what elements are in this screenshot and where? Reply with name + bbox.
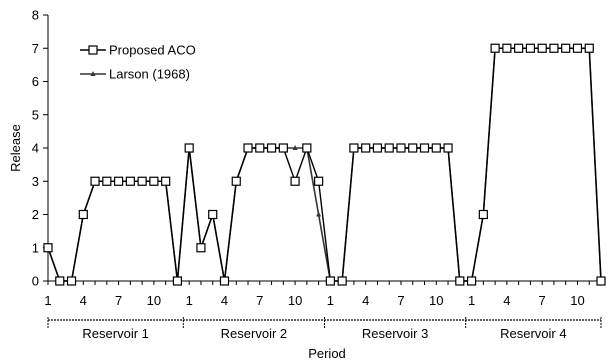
data-point	[161, 176, 171, 186]
data-point	[172, 276, 183, 286]
x-tick-label: 7	[115, 293, 122, 308]
data-point	[325, 276, 335, 286]
data-point	[361, 143, 371, 153]
data-point	[396, 143, 406, 153]
y-tick-label: 8	[32, 8, 39, 23]
data-point	[219, 276, 230, 286]
legend: Proposed ACO Larson (1968)	[80, 43, 196, 82]
data-point	[408, 143, 418, 153]
x-tick-label: 10	[570, 293, 584, 308]
data-point	[208, 209, 218, 220]
data-point	[137, 176, 147, 186]
data-point	[125, 176, 135, 186]
data-point	[302, 143, 312, 153]
data-point	[316, 211, 322, 217]
data-point	[478, 209, 488, 220]
y-tick-label: 4	[32, 141, 39, 156]
data-point	[337, 276, 347, 286]
data-point	[431, 143, 441, 153]
group-label: Reservoir 4	[500, 326, 566, 341]
data-point	[466, 276, 477, 286]
data-point	[419, 143, 430, 153]
data-point	[561, 43, 571, 53]
x-axis: 1 4 7 10 1 4 7 10 1 4 7 10 1 4 7 10	[44, 281, 602, 308]
y-tick-label: 1	[32, 240, 39, 255]
legend-marker	[88, 45, 98, 55]
data-point	[78, 209, 88, 220]
x-tick-label: 1	[44, 293, 51, 308]
x-tick-label: 1	[468, 293, 475, 308]
x-tick-label: 4	[221, 293, 228, 308]
data-point	[596, 276, 606, 286]
data-point	[292, 145, 298, 150]
y-tick-label: 2	[32, 207, 39, 222]
data-point	[184, 143, 194, 153]
legend-label: Larson (1968)	[109, 67, 190, 82]
data-point	[384, 143, 394, 153]
group-label: Reservoir 2	[221, 326, 287, 341]
y-tick-label: 5	[32, 107, 39, 122]
data-point	[149, 176, 159, 186]
data-point	[90, 176, 100, 186]
x-tick-label: 4	[503, 293, 510, 308]
data-point	[549, 43, 559, 53]
data-point	[490, 43, 500, 53]
data-point	[525, 43, 536, 53]
data-point	[372, 143, 383, 153]
data-point	[231, 176, 241, 186]
legend-item-larson-1968: Larson (1968)	[80, 67, 190, 82]
data-point	[66, 276, 77, 286]
legend-label: Proposed ACO	[109, 43, 196, 58]
x-axis-title: Period	[308, 346, 346, 361]
data-point	[55, 276, 65, 286]
data-point	[43, 243, 53, 253]
data-point	[349, 143, 359, 153]
y-axis: 0 1 2 3 4 5 6 7 8	[32, 8, 48, 289]
data-point	[196, 243, 206, 253]
legend-item-proposed-aco: Proposed ACO	[80, 43, 196, 58]
y-tick-label: 7	[32, 41, 39, 56]
x-tick-label: 7	[539, 293, 546, 308]
data-point	[314, 176, 324, 186]
series-layer	[43, 43, 606, 286]
y-tick-label: 3	[32, 174, 39, 189]
data-point	[584, 43, 594, 53]
data-point	[502, 43, 512, 53]
x-tick-label: 1	[327, 293, 334, 308]
data-point	[278, 143, 288, 153]
x-tick-label: 4	[80, 293, 87, 308]
x-tick-label: 7	[256, 293, 263, 308]
y-tick-label: 0	[32, 274, 39, 289]
data-point	[243, 143, 253, 153]
series-proposed-aco	[43, 43, 606, 286]
data-point	[514, 43, 524, 53]
legend-marker	[90, 71, 96, 76]
y-axis-title: Release	[8, 124, 23, 172]
reservoir-groups: Reservoir 1 Reservoir 2 Reservoir 3 Reservo…	[47, 317, 602, 341]
x-tick-label: 4	[362, 293, 369, 308]
data-point	[113, 176, 124, 186]
x-tick-label: 10	[288, 293, 302, 308]
data-point	[443, 143, 453, 153]
y-tick-label: 6	[32, 74, 39, 89]
x-tick-label: 7	[397, 293, 404, 308]
x-tick-label: 1	[186, 293, 193, 308]
data-point	[102, 176, 112, 186]
x-tick-label: 10	[147, 293, 161, 308]
data-point	[572, 43, 583, 53]
x-tick-label: 10	[429, 293, 443, 308]
data-point	[255, 143, 265, 153]
data-point	[290, 176, 300, 186]
group-label: Reservoir 3	[362, 326, 428, 341]
series-line	[47, 47, 602, 282]
data-point	[537, 43, 547, 53]
data-point	[455, 276, 465, 286]
data-point	[266, 143, 277, 153]
group-label: Reservoir 1	[82, 326, 148, 341]
